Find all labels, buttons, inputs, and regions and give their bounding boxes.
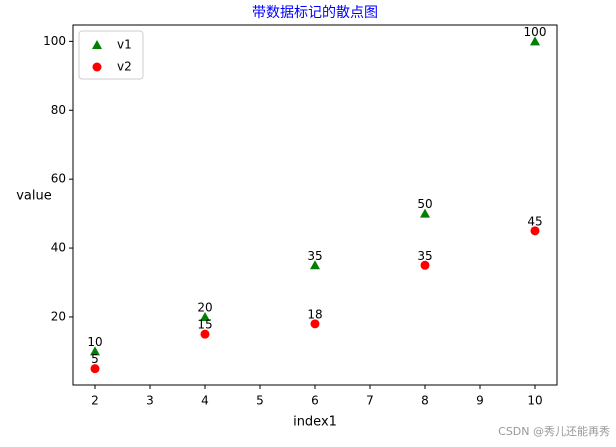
x-tick-label: 2 (91, 394, 99, 408)
point (90, 346, 100, 356)
x-tick-label: 8 (421, 394, 429, 408)
legend-box (78, 30, 144, 80)
point (200, 311, 210, 321)
x-axis-label: index1 (293, 415, 337, 430)
point (310, 260, 320, 270)
x-tick-label: 7 (366, 394, 374, 408)
point (310, 319, 320, 329)
y-tick-label: 20 (51, 309, 66, 323)
legend-marker (92, 40, 102, 49)
legend-marker (92, 62, 102, 72)
data-label: 18 (307, 307, 322, 321)
x-tick-label: 5 (256, 394, 264, 408)
data-label: 10 (87, 335, 102, 349)
point (530, 226, 540, 236)
point (420, 260, 430, 270)
legend-label: v1 (117, 38, 132, 52)
y-tick-label: 40 (51, 241, 66, 255)
x-tick-label: 9 (476, 394, 484, 408)
y-tick-label: 100 (43, 34, 66, 48)
x-tick-label: 4 (201, 394, 209, 408)
point (530, 36, 540, 46)
watermark: CSDN @秀儿还能再秀 (498, 424, 610, 438)
point (90, 364, 100, 374)
legend-label: v2 (117, 60, 132, 74)
data-label: 35 (307, 249, 322, 263)
point (420, 208, 430, 218)
y-tick-label: 60 (51, 172, 66, 186)
x-tick-label: 6 (311, 394, 319, 408)
data-label: 100 (524, 25, 547, 39)
data-label: 20 (197, 300, 212, 314)
point (200, 329, 210, 339)
y-axis-label: value (16, 189, 52, 204)
data-label: 35 (417, 249, 432, 263)
data-label: 50 (417, 197, 432, 211)
data-label: 45 (527, 214, 542, 228)
x-tick-label: 10 (527, 394, 542, 408)
chart-title: 带数据标记的散点图 (252, 5, 378, 21)
x-tick-label: 3 (146, 394, 154, 408)
plot-frame (72, 24, 558, 386)
data-label: 15 (197, 318, 212, 332)
data-label: 5 (91, 352, 99, 366)
y-tick-label: 80 (51, 103, 66, 117)
